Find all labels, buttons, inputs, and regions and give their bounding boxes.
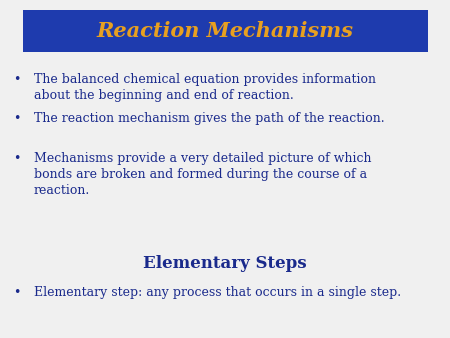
- FancyBboxPatch shape: [22, 10, 427, 52]
- Text: Reaction Mechanisms: Reaction Mechanisms: [96, 21, 354, 41]
- Text: •: •: [14, 286, 21, 298]
- Text: Mechanisms provide a very detailed picture of which
bonds are broken and formed : Mechanisms provide a very detailed pictu…: [34, 152, 371, 197]
- Text: Elementary Steps: Elementary Steps: [143, 255, 307, 272]
- Text: •: •: [14, 112, 21, 124]
- Text: •: •: [14, 152, 21, 165]
- Text: The reaction mechanism gives the path of the reaction.: The reaction mechanism gives the path of…: [34, 112, 384, 124]
- Text: The balanced chemical equation provides information
about the beginning and end : The balanced chemical equation provides …: [34, 73, 376, 102]
- Text: Elementary step: any process that occurs in a single step.: Elementary step: any process that occurs…: [34, 286, 401, 298]
- Text: •: •: [14, 73, 21, 86]
